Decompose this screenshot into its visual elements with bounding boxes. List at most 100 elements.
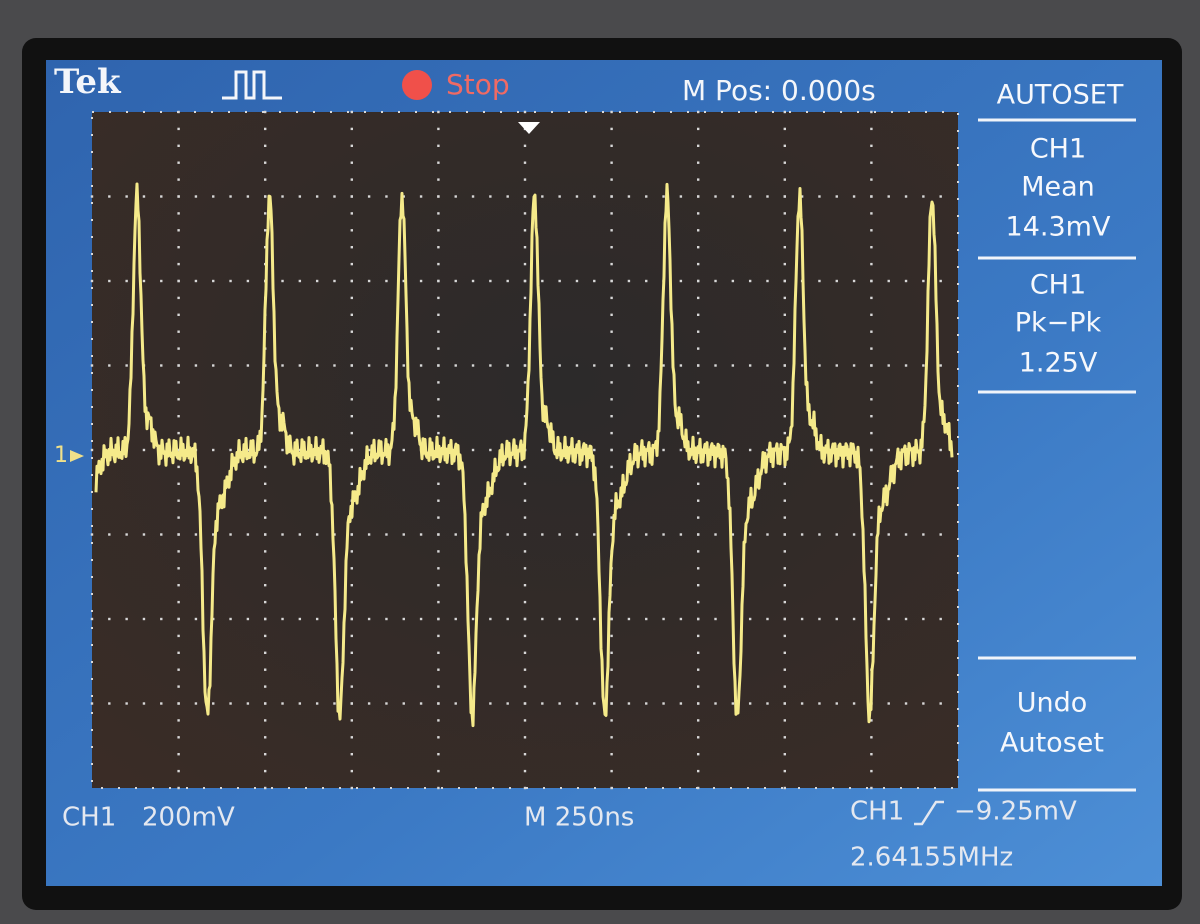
grid-dot (766, 617, 769, 621)
grid-dot (575, 617, 579, 621)
grid-dot (437, 617, 440, 621)
grid-dot (264, 161, 267, 164)
grid-dot (523, 195, 527, 198)
grid-dot (922, 195, 925, 198)
grid-dot (298, 279, 302, 283)
grid-dot (264, 702, 267, 705)
grid-dot (870, 296, 873, 300)
grid-dot (264, 533, 267, 536)
grid-dot (870, 246, 873, 249)
grid-dot (835, 195, 838, 198)
grid-dot (264, 381, 267, 384)
grid-dot (212, 364, 215, 367)
grid-dot (922, 364, 925, 367)
grid-dot (541, 533, 544, 536)
grid-dot (194, 195, 198, 198)
grid-dot (783, 161, 786, 164)
grid-dot (783, 651, 786, 654)
grid-dot (783, 195, 786, 198)
grid-dot (783, 127, 786, 131)
grid-dot (350, 246, 353, 249)
grid-dot (437, 786, 440, 790)
grid-dot (800, 448, 804, 452)
grid-dot (489, 617, 492, 621)
grid-dot (887, 364, 890, 367)
menu-button[interactable]: Autoset (1000, 728, 1104, 759)
grid-dot (437, 296, 440, 300)
grid-dot (783, 364, 786, 367)
grid-dot (697, 516, 700, 519)
grid-dot (108, 617, 111, 621)
grid-dot (90, 364, 94, 367)
grid-dot (177, 702, 180, 705)
grid-dot (350, 769, 353, 773)
grid-dot (350, 634, 353, 638)
grid-dot (697, 702, 700, 705)
grid-dot (229, 448, 232, 452)
grid-dot (523, 769, 527, 773)
grid-dot (697, 161, 700, 164)
grid-dot (350, 702, 353, 705)
grid-dot (350, 584, 353, 587)
grid-dot (90, 617, 94, 621)
grid-dot (437, 482, 440, 485)
grid-dot (870, 736, 873, 739)
grid-dot (610, 516, 613, 519)
ground-arrow (70, 450, 84, 462)
grid-dot (350, 533, 353, 536)
grid-dot (177, 769, 180, 773)
grid-dot (177, 617, 180, 621)
grid-dot (177, 415, 180, 418)
grid-dot (177, 634, 180, 638)
grid-dot (419, 617, 423, 621)
grid-dot (852, 533, 856, 536)
grid-dot (246, 279, 250, 283)
menu-label: CH1 (1030, 270, 1086, 301)
grid-dot (731, 279, 735, 283)
grid-dot (385, 533, 388, 536)
grid-dot (177, 144, 180, 147)
grid-dot (697, 600, 700, 604)
grid-dot (679, 448, 683, 452)
grid-dot (125, 364, 128, 367)
grid-dot (575, 364, 579, 367)
menu-button[interactable]: Undo (1017, 688, 1088, 719)
grid-dot (437, 195, 440, 198)
grid-dot (783, 685, 786, 688)
grid-dot (887, 279, 890, 283)
grid-dot (558, 364, 561, 367)
grid-dot (264, 431, 267, 435)
grid-dot (610, 347, 613, 350)
grid-dot (385, 702, 388, 705)
grid-dot (541, 279, 544, 283)
grid-dot (333, 533, 336, 536)
grid-dot (177, 347, 180, 350)
grid-dot (177, 533, 180, 536)
grid-dot (697, 617, 700, 621)
grid-dot (437, 533, 440, 536)
grid-dot (437, 262, 440, 266)
grid-dot (281, 448, 284, 452)
grid-dot (783, 668, 786, 671)
grid-dot (385, 195, 388, 198)
grid-dot (766, 364, 769, 367)
grid-dot (783, 347, 786, 350)
grid-dot (264, 110, 267, 114)
grid-dot (714, 533, 717, 536)
grid-dot (264, 178, 267, 181)
grid-dot (870, 144, 873, 147)
grid-dot (593, 364, 596, 367)
grid-dot (177, 448, 180, 452)
grid-dot (523, 617, 527, 621)
grid-dot (870, 533, 873, 536)
grid-dot (852, 702, 856, 705)
grid-dot (350, 719, 353, 722)
grid-dot (783, 279, 786, 283)
grid-dot (697, 195, 700, 198)
grid-dot (697, 786, 700, 790)
grid-dot (177, 212, 180, 215)
grid-dot (177, 246, 180, 249)
grid-dot (610, 144, 613, 147)
grid-dot (350, 279, 353, 283)
grid-dot (298, 195, 302, 198)
